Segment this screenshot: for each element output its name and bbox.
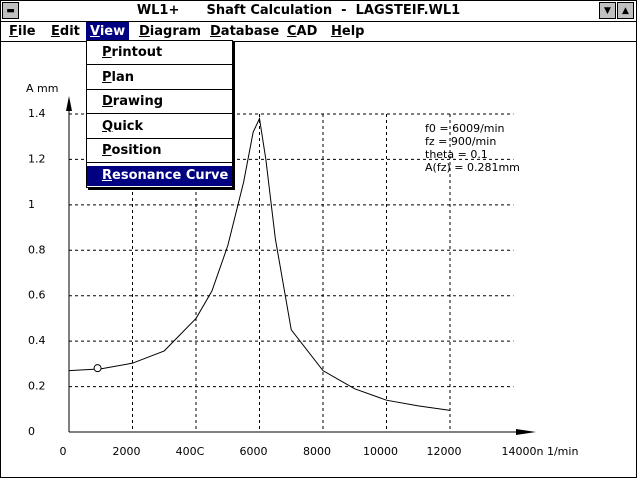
- x-tick-label: 0: [60, 445, 67, 458]
- y-tick-label: 1: [28, 198, 35, 211]
- title-bar: ▬ WL1+ Shaft Calculation - LAGSTEIF.WL1 …: [1, 1, 636, 22]
- x-tick-label: 10000: [363, 445, 398, 458]
- dropdown-item[interactable]: Resonance Curve: [87, 165, 232, 186]
- system-menu[interactable]: ▬: [2, 2, 19, 19]
- annotation: f0 = 6009/min: [425, 122, 505, 135]
- dropdown-item[interactable]: Drawing: [87, 90, 232, 114]
- menu-bar: File Edit View Diagram Database CAD Help: [1, 22, 636, 42]
- menu-item[interactable]: File: [9, 24, 36, 39]
- y-tick-label: 1.4: [28, 107, 46, 120]
- dropdown-menu: Printout Plan Drawing Quick Position Resonanc…: [86, 40, 233, 188]
- x-tick-label: 12000: [427, 445, 462, 458]
- maximize-button[interactable]: ▲: [617, 2, 634, 19]
- dropdown-item[interactable]: Quick: [87, 115, 232, 139]
- y-tick-label: 0.2: [28, 380, 46, 393]
- x-axis-label: n 1/min: [537, 445, 579, 458]
- title-text: Shaft Calculation - LAGSTEIF.WL1: [206, 3, 461, 18]
- menu-item[interactable]: Diagram: [139, 24, 202, 39]
- x-axis-arrow: [516, 429, 536, 435]
- x-tick-label: 2000: [113, 445, 141, 458]
- y-axis-label: A mm: [26, 82, 58, 95]
- y-tick-label: 0.4: [28, 334, 46, 347]
- menu-item[interactable]: Help: [331, 24, 365, 39]
- y-tick-label: 0.8: [28, 243, 46, 256]
- operating-point: [93, 364, 102, 373]
- minimize-button[interactable]: ▼: [599, 2, 616, 19]
- y-tick-label: 1.2: [28, 152, 46, 165]
- menu-item[interactable]: CAD: [287, 24, 318, 39]
- x-tick-label: 14000: [502, 445, 537, 458]
- annotation: fz = 900/min: [425, 135, 496, 148]
- window-title: WL1+ Shaft Calculation - LAGSTEIF.WL1: [1, 3, 596, 18]
- annotation: theta = 0.1: [425, 148, 488, 161]
- menu-item[interactable]: Edit: [51, 24, 80, 39]
- x-tick-label: 8000: [303, 445, 331, 458]
- x-tick-label: 400C: [176, 445, 205, 458]
- menu-item[interactable]: Database: [210, 24, 280, 39]
- annotation: A(fz) = 0.281mm: [425, 161, 520, 174]
- dropdown-item[interactable]: Plan: [87, 66, 232, 90]
- resonance-curve: [68, 116, 451, 411]
- y-axis-arrow: [66, 96, 72, 111]
- x-tick-label: 6000: [240, 445, 268, 458]
- y-tick-label: 0.6: [28, 289, 46, 302]
- menu-item[interactable]: View: [86, 22, 130, 41]
- y-tick-label: 0: [28, 425, 35, 438]
- dropdown-item[interactable]: Printout: [87, 41, 232, 65]
- dropdown-item[interactable]: Position: [87, 139, 232, 163]
- app-name: WL1+: [136, 3, 180, 18]
